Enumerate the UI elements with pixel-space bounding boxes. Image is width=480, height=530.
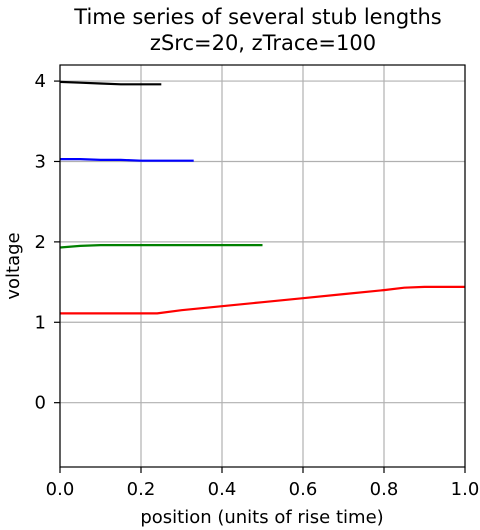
y-axis: 0 1 2 3 4 [35, 71, 60, 414]
y-tick-label: 1 [35, 312, 46, 333]
y-tick-label: 3 [35, 151, 46, 172]
y-tick-label: 2 [35, 232, 46, 253]
series-line-3 [60, 285, 465, 315]
series-group [59, 80, 465, 315]
x-tick-label: 0.8 [370, 479, 399, 500]
x-tick-label: 0.0 [46, 479, 75, 500]
grid [59, 65, 466, 467]
x-tick-label: 0.2 [127, 479, 156, 500]
series-line-0 [59, 80, 162, 86]
series-line-1 [60, 158, 194, 162]
chart-title: Time series of several stub lengths [73, 5, 441, 29]
plot-frame [59, 64, 466, 468]
x-tick-label: 0.4 [208, 479, 237, 500]
chart-subtitle: zSrc=20, zTrace=100 [150, 31, 376, 55]
x-tick-label: 0.6 [289, 479, 318, 500]
y-tick-label: 4 [35, 71, 46, 92]
y-tick-label: 0 [35, 393, 46, 414]
y-axis-label: voltage [3, 232, 24, 299]
x-tick-label: 1.0 [451, 479, 480, 500]
x-axis-label: position (units of rise time) [140, 507, 383, 528]
series-line-2 [59, 244, 263, 249]
x-axis: 0.0 0.2 0.4 0.6 0.8 1.0 [46, 467, 480, 500]
